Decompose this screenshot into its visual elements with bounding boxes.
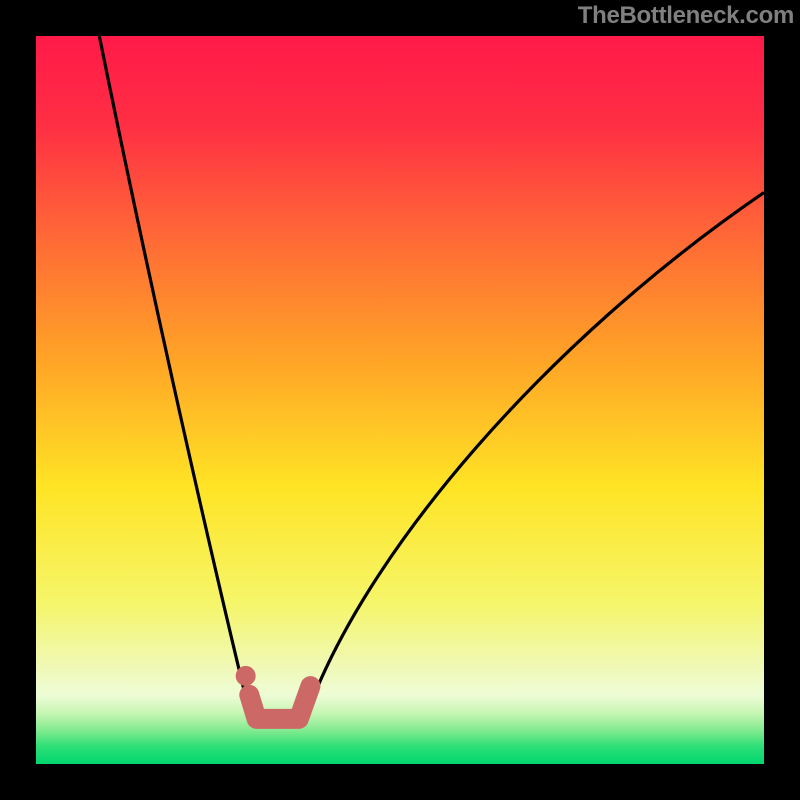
watermark-text: TheBottleneck.com <box>578 0 800 30</box>
valley-marker-dot <box>236 666 256 686</box>
chart-frame: TheBottleneck.com <box>0 0 800 800</box>
chart-svg <box>0 0 800 800</box>
gradient-background <box>36 36 764 764</box>
